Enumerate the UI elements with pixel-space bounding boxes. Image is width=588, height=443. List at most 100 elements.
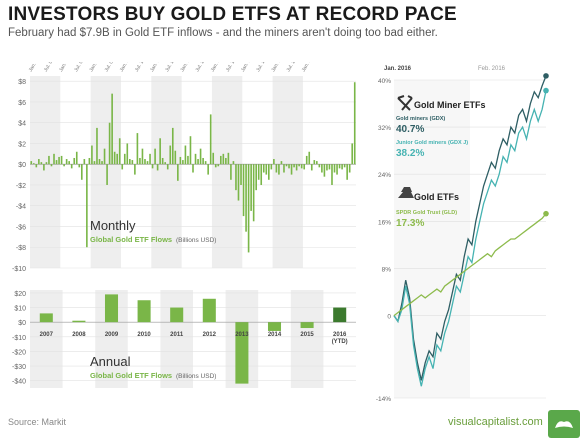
monthly-bar	[351, 143, 354, 165]
monthly-bar	[177, 164, 179, 181]
annual-bar	[104, 294, 119, 323]
y-tick-label: $0	[18, 162, 26, 169]
y-tick-label: -$8	[16, 245, 26, 252]
monthly-bar	[273, 159, 275, 165]
monthly-bar	[63, 164, 65, 167]
monthly-bar	[118, 138, 121, 165]
monthly-bar	[250, 164, 252, 211]
y-tick-label: -$2	[16, 183, 26, 190]
x-tick-label: 2014	[268, 332, 282, 338]
y-tick-label: $8	[18, 79, 26, 86]
monthly-bar	[194, 153, 197, 165]
x-tick-label: (YTD)	[332, 339, 348, 345]
monthly-bar	[50, 164, 53, 167]
monthly-bar	[331, 164, 333, 185]
y-tick-label: 32%	[378, 125, 391, 132]
monthly-bar	[255, 164, 257, 191]
monthly-bar	[270, 164, 273, 170]
monthly-bar	[300, 164, 303, 169]
monthly-bar	[182, 160, 184, 165]
monthly-bar	[235, 164, 237, 191]
monthly-bar	[290, 164, 293, 175]
monthly-bar	[346, 164, 348, 180]
monthly-bar	[126, 143, 129, 165]
monthly-bar	[121, 164, 124, 170]
brand-link[interactable]: visualcapitalist.com	[448, 416, 543, 428]
monthly-bar	[101, 161, 103, 165]
monthly-bar	[326, 164, 328, 171]
monthly-bar	[131, 160, 134, 165]
year-band	[30, 76, 61, 268]
monthly-bar	[343, 164, 346, 168]
annual-bar	[202, 298, 216, 323]
monthly-bar	[65, 159, 68, 165]
x-tick-label: Jan. 07	[28, 62, 42, 73]
x-tick-label: 2009	[105, 332, 119, 338]
monthly-chart-panel: -$10 -$8 -$6 -$4 -$2 $0 $2 $4 $6 $8 Jan. 07 Jul. 07…	[4, 56, 362, 274]
y-tick-label: -$40	[12, 379, 26, 386]
monthly-bar	[159, 138, 161, 165]
x-tick-label: 2011	[170, 332, 184, 338]
monthly-bar	[68, 161, 70, 165]
monthly-bar	[86, 164, 88, 248]
x-tick-label: Feb. 2016	[478, 66, 506, 72]
annual-bar	[39, 313, 53, 323]
monthly-bar	[247, 164, 250, 253]
x-tick-label: Jan. 2016	[384, 66, 412, 72]
monthly-bar	[149, 153, 151, 165]
monthly-title: Monthly	[90, 218, 136, 233]
annual-chart-panel: $20 $10 $0 -$10 -$20 -$30 -$40 2007 2008 2009 2010…	[4, 284, 362, 396]
monthly-bar	[48, 155, 50, 165]
monthly-bar	[30, 161, 33, 165]
ytd-chart: -14% 0 8% 16% 24% 32% 40% Jan. 2016 Feb. 2016 Gol…	[376, 66, 549, 403]
monthly-bar	[242, 164, 245, 217]
year-band	[90, 76, 121, 268]
series-value: 38.2%	[396, 148, 424, 159]
monthly-bar	[151, 164, 154, 169]
monthly-bar	[288, 164, 290, 169]
monthly-bar	[166, 164, 169, 170]
x-tick-label: 2016	[333, 332, 347, 338]
monthly-bar	[179, 156, 182, 165]
gold-bars-icon	[398, 187, 414, 198]
series-end-point	[543, 210, 549, 217]
monthly-bar	[310, 164, 313, 171]
monthly-bar	[214, 164, 217, 168]
monthly-subtitle: Global Gold ETF Flows	[90, 235, 172, 244]
monthly-bar	[129, 159, 131, 165]
y-tick-label: -$10	[12, 335, 26, 342]
monthly-bar	[111, 93, 113, 165]
annual-bar	[72, 320, 86, 323]
monthly-bar	[106, 164, 108, 185]
x-tick-label: 2013	[235, 332, 249, 338]
series-line	[393, 75, 547, 381]
monthly-bar	[199, 148, 202, 165]
y-tick-label: $6	[18, 100, 26, 107]
x-tick-label: Jan. 16	[301, 62, 315, 73]
monthly-bar	[252, 164, 255, 222]
year-band	[151, 76, 182, 268]
x-tick-label: 2012	[203, 332, 217, 338]
annual-bar	[300, 322, 314, 329]
x-tick-label: Jan. 15	[270, 62, 284, 73]
monthly-bar	[60, 155, 63, 165]
x-tick-label: Jan. 12	[179, 62, 193, 73]
monthly-bar	[280, 161, 283, 165]
y-tick-label: 24%	[378, 172, 391, 179]
ytd-chart-panel: -14% 0 8% 16% 24% 32% 40% Jan. 2016 Feb. 2016 Gol…	[368, 58, 584, 410]
series-name: SPDR Gold Trust (GLD)	[396, 210, 457, 216]
monthly-bar	[217, 164, 220, 167]
monthly-bar	[268, 164, 270, 180]
monthly-bar	[141, 148, 144, 165]
monthly-bar	[295, 164, 298, 171]
annual-bar	[333, 307, 347, 323]
monthly-bar	[184, 145, 187, 165]
monthly-bar	[305, 155, 308, 165]
annual-bar	[170, 307, 184, 323]
x-tick-label: 2008	[72, 332, 86, 338]
monthly-bar	[328, 164, 331, 170]
monthly-bar	[156, 164, 159, 171]
month-band	[394, 80, 470, 398]
x-tick-label: Jan. 08	[58, 62, 72, 73]
